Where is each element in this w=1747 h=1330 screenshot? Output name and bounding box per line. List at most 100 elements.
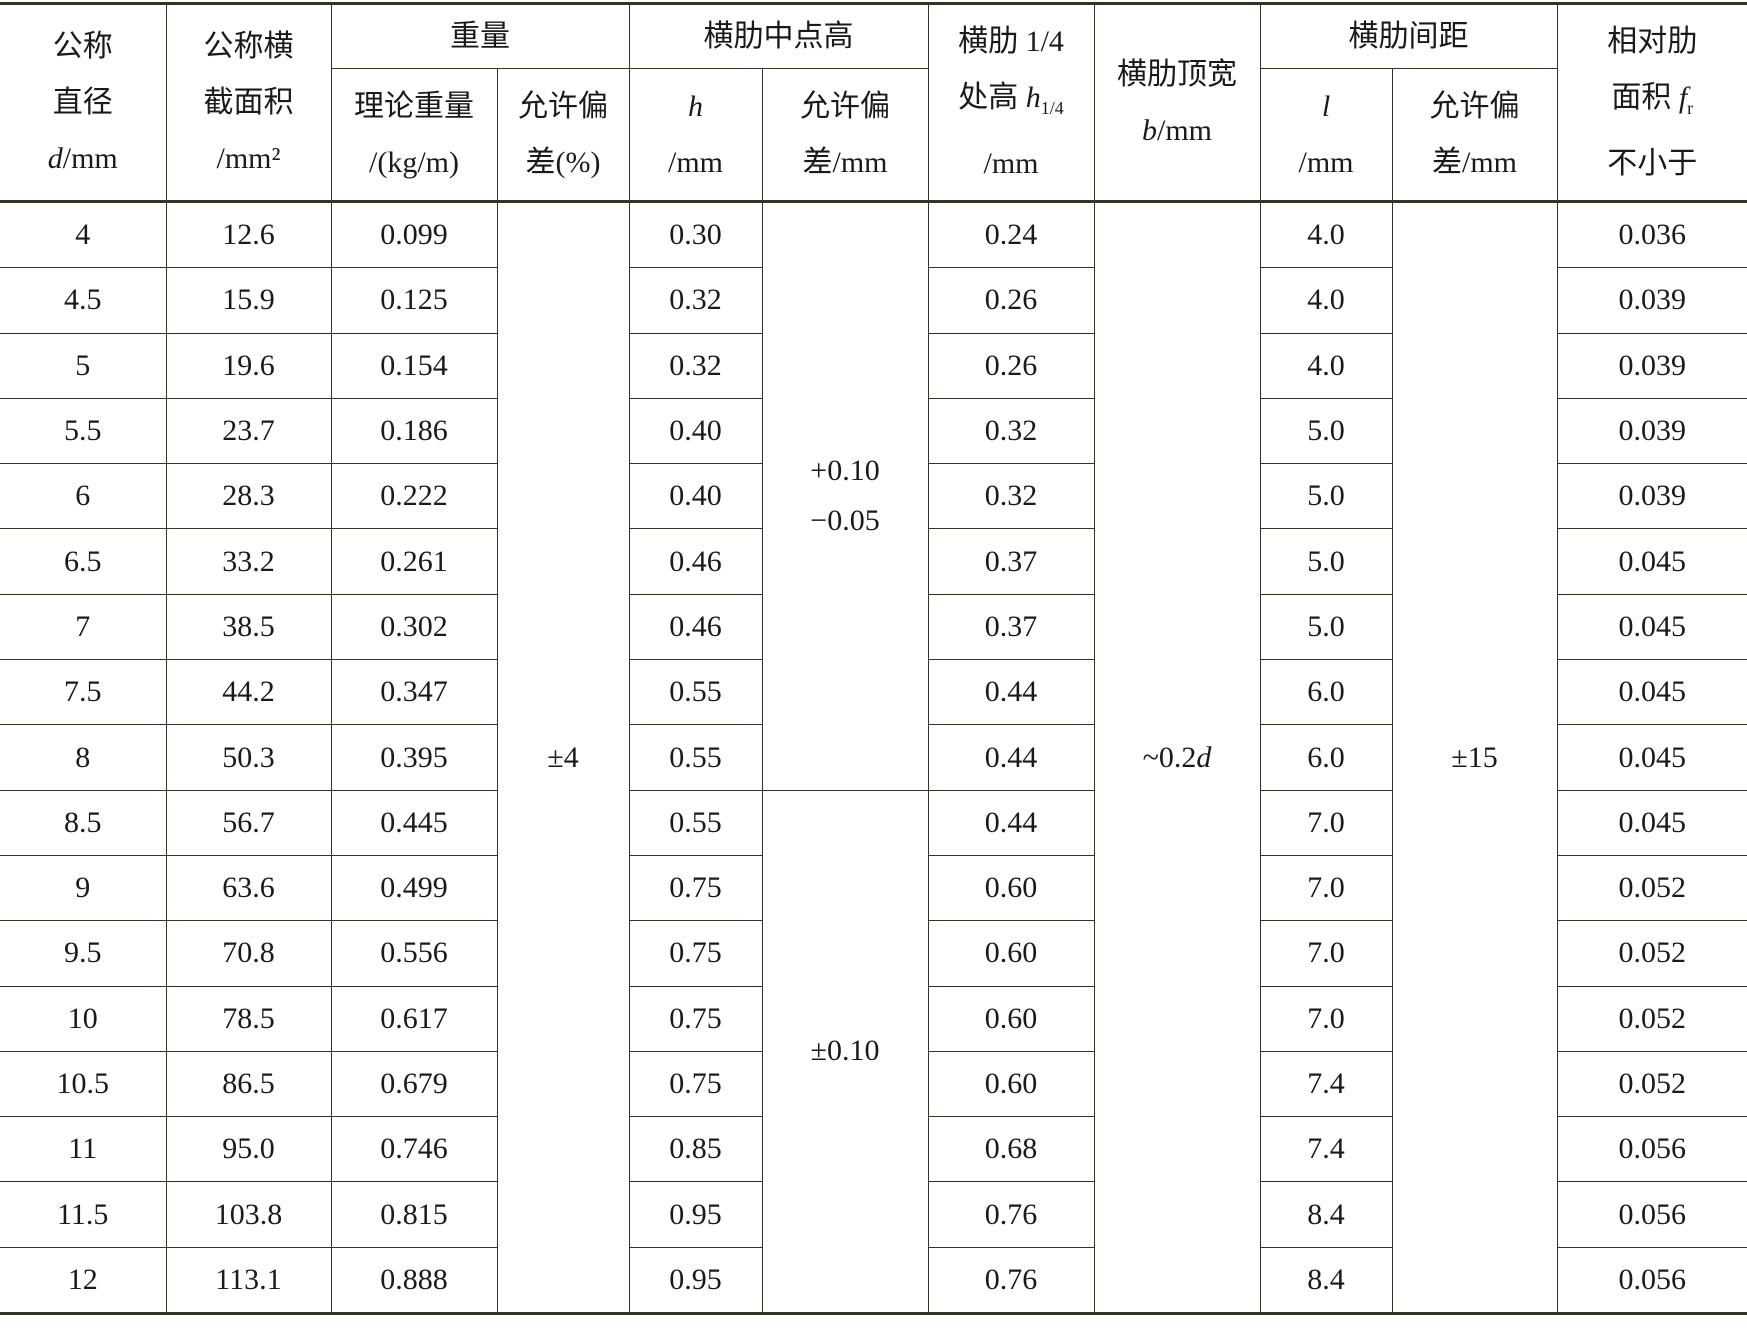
table-cell: 5.0: [1259, 528, 1393, 595]
table-cell: 78.5: [165, 985, 332, 1052]
table-row: 4 12.6 0.099 ±4 0.30 +0.10 −0.05 0.24 ~0.2d 4.0 ±1…: [0, 200, 1747, 1316]
table-cell: 0.556: [330, 920, 498, 987]
header-spacing-group: 横肋间距: [1259, 2, 1558, 69]
table-cell: 0.302: [330, 593, 498, 661]
table-cell: 103.8: [165, 1181, 332, 1248]
table-cell: 0.44: [927, 724, 1095, 791]
table-cell: 0.052: [1556, 854, 1747, 922]
table-cell: 4.5: [0, 267, 167, 334]
table-cell: 0.55: [628, 789, 763, 856]
table-cell: 12.6: [165, 200, 332, 269]
table-row: 8.5 56.7 0.445 0.55 ±0.10 0.44 7.0 0.045: [0, 789, 1747, 1316]
table-cell: 0.75: [628, 1050, 763, 1118]
table-cell: 0.261: [330, 528, 498, 595]
header-mid-h: h /mm: [628, 68, 763, 203]
table-cell: 0.347: [330, 659, 498, 726]
table-cell: 19.6: [165, 332, 332, 399]
table-cell: 0.32: [927, 463, 1095, 530]
table-cell: 0.85: [628, 1116, 763, 1183]
table-cell: 0.039: [1556, 267, 1747, 334]
table-cell: 0.75: [628, 985, 763, 1052]
table-cell: 0.045: [1556, 724, 1747, 791]
table-cell: 0.60: [927, 985, 1095, 1052]
weight-tolerance-merged: ±4: [496, 200, 630, 1316]
table-cell: 44.2: [165, 659, 332, 726]
table-cell: 33.2: [165, 528, 332, 595]
table-cell: 0.68: [927, 1116, 1095, 1183]
header-spacing-tolerance: 允许偏 差/mm: [1391, 68, 1558, 203]
table-cell: 0.052: [1556, 1050, 1747, 1118]
header-spacing-l: l /mm: [1259, 68, 1393, 203]
table-cell: 5.0: [1259, 593, 1393, 661]
table-cell: 10: [0, 985, 167, 1052]
table-cell: 0.40: [628, 397, 763, 465]
table-cell: 4.0: [1259, 267, 1393, 334]
spacing-tolerance-merged: ±15: [1391, 200, 1558, 1316]
table-cell: 70.8: [165, 920, 332, 987]
table-cell: 0.186: [330, 397, 498, 465]
header-weight-theory: 理论重量 /(kg/m): [330, 68, 498, 203]
table-cell: 0.95: [628, 1246, 763, 1316]
table-cell: 7: [0, 593, 167, 661]
table-cell: 0.37: [927, 528, 1095, 595]
table-cell: 5.5: [0, 397, 167, 465]
table-cell: 0.95: [628, 1181, 763, 1248]
table-cell: 95.0: [165, 1116, 332, 1183]
table-cell: 0.154: [330, 332, 498, 399]
table-cell: 5.0: [1259, 397, 1393, 465]
table-cell: 6.5: [0, 528, 167, 595]
table-cell: 0.056: [1556, 1246, 1747, 1316]
table-cell: 11: [0, 1116, 167, 1183]
table-cell: 0.32: [628, 267, 763, 334]
header-mid-tolerance: 允许偏 差/mm: [761, 68, 929, 203]
table-cell: 28.3: [165, 463, 332, 530]
table-row: 4.5 15.9 0.125 0.32 0.26 4.0 0.039: [0, 267, 1747, 334]
table-row: 9 63.6 0.499 0.75 0.60 7.0 0.052: [0, 854, 1747, 922]
table-cell: 5: [0, 332, 167, 399]
table-cell: 4.0: [1259, 200, 1393, 269]
table-cell: 8.5: [0, 789, 167, 856]
table-cell: 0.045: [1556, 528, 1747, 595]
header-quarter-height: 横肋 1/4 处高 h1/4 /mm: [927, 2, 1095, 203]
table-cell: 0.76: [927, 1181, 1095, 1248]
mid-tolerance-upper: +0.10 −0.05: [761, 201, 929, 791]
table-cell: 0.499: [330, 854, 498, 922]
table-cell: 8.4: [1259, 1181, 1393, 1248]
table-cell: 63.6: [165, 854, 332, 922]
table-cell: 23.7: [165, 397, 332, 465]
table-cell: 7.0: [1259, 920, 1393, 987]
table-cell: 0.125: [330, 267, 498, 334]
table-cell: 10.5: [0, 1050, 167, 1118]
table-cell: 0.46: [628, 593, 763, 661]
table-cell: 5.0: [1259, 463, 1393, 530]
table-cell: 0.46: [628, 528, 763, 595]
table-cell: 0.55: [628, 659, 763, 726]
table-cell: 0.37: [927, 593, 1095, 661]
table-cell: 0.75: [628, 920, 763, 987]
mid-tolerance-lower: ±0.10: [761, 789, 929, 1316]
table-cell: 8: [0, 724, 167, 791]
table-cell: 7.0: [1259, 854, 1393, 922]
table-cell: 12: [0, 1246, 167, 1316]
header-top-width: 横肋顶宽 b/mm: [1093, 2, 1261, 203]
table-cell: 7.0: [1259, 985, 1393, 1052]
table-row: 8 50.3 0.395 0.55 0.44 6.0 0.045: [0, 724, 1747, 791]
header-weight-tolerance: 允许偏 差(%): [496, 68, 630, 203]
header-mid-height-group: 横肋中点高: [628, 2, 929, 69]
table-cell: 0.222: [330, 463, 498, 530]
table-row: 11.5 103.8 0.815 0.95 0.76 8.4 0.056: [0, 1181, 1747, 1248]
table-cell: 38.5: [165, 593, 332, 661]
table-cell: 6: [0, 463, 167, 530]
table-cell: 0.55: [628, 724, 763, 791]
table-cell: 0.045: [1556, 789, 1747, 856]
table-row: 7 38.5 0.302 0.46 0.37 5.0 0.045: [0, 593, 1747, 661]
table-cell: 9.5: [0, 920, 167, 987]
table-cell: 7.5: [0, 659, 167, 726]
table-cell: 56.7: [165, 789, 332, 856]
table-cell: 11.5: [0, 1181, 167, 1248]
table-cell: 0.76: [927, 1246, 1095, 1316]
header-relative-area: 相对肋 面积 fr 不小于: [1556, 2, 1747, 203]
table-row: 5.5 23.7 0.186 0.40 0.32 5.0 0.039: [0, 397, 1747, 465]
relative-area-symbol: 面积 fr: [1611, 80, 1694, 118]
